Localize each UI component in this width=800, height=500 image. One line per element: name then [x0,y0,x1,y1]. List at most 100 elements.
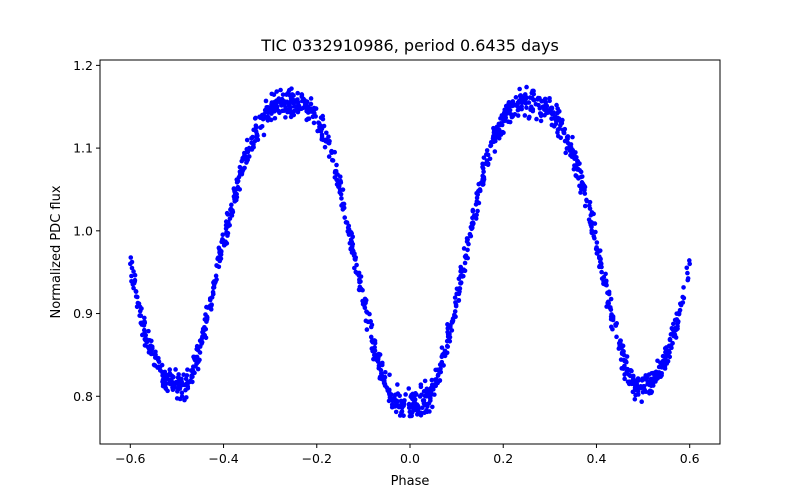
data-point [524,105,529,110]
data-point [653,370,659,376]
data-point [375,357,381,362]
data-point [481,169,486,175]
data-point [453,300,458,305]
data-point [461,246,467,251]
data-point [395,382,400,387]
data-point [213,279,218,285]
data-point [135,300,141,306]
data-point [320,113,326,119]
data-point [578,169,584,175]
data-point [522,92,528,97]
data-point [613,322,618,327]
data-point [216,245,222,251]
data-point [474,212,479,218]
data-point [294,107,299,112]
data-point [465,247,470,253]
data-point [622,376,627,382]
data-point [295,99,301,105]
data-point [228,208,234,213]
data-point [356,273,362,278]
data-point [467,231,473,237]
data-point [516,100,521,106]
data-point [582,203,588,209]
data-point [255,137,261,143]
data-point [457,289,462,294]
data-point [421,401,427,406]
data-point [509,114,515,120]
x-tick-label: 0.2 [493,451,513,466]
data-point [480,164,485,170]
data-point [422,378,428,384]
data-point [129,265,135,271]
data-point [345,229,351,235]
data-point [569,151,575,156]
data-point [519,100,525,106]
y-tick-label: 0.9 [73,306,93,321]
data-point [261,132,267,138]
data-point [306,116,312,121]
data-point [408,394,414,400]
data-point [432,392,437,397]
data-point [182,382,187,388]
data-point [214,263,219,268]
data-point [549,116,554,121]
data-point [129,259,135,265]
data-point [453,303,459,309]
data-point [484,148,490,153]
data-point [480,176,486,182]
data-point [326,134,331,140]
data-point [555,118,560,123]
data-point [220,232,226,238]
data-point [499,122,505,128]
data-point [581,187,587,192]
data-point [603,280,609,286]
data-point [360,301,366,307]
data-point [185,385,191,391]
data-point [674,326,680,332]
data-point [133,294,139,299]
data-point [370,346,376,351]
data-point [452,309,458,314]
data-point [308,96,314,101]
data-point [646,380,651,385]
data-point [684,265,690,271]
data-point [352,265,357,271]
data-point [329,157,335,163]
data-point [631,380,637,385]
data-point [643,389,649,395]
data-point [163,385,168,391]
data-point [660,358,666,364]
data-point [339,203,344,208]
data-points [128,84,692,419]
data-point [510,103,515,109]
data-point [313,114,318,119]
data-point [439,354,445,360]
data-point [606,291,612,297]
data-point [513,95,519,100]
data-point [603,271,608,277]
data-point [167,367,173,372]
data-point [242,150,247,156]
data-point [458,273,463,279]
data-point [618,357,624,362]
data-point [582,191,588,196]
data-point [598,256,603,262]
data-point [371,352,377,358]
data-point [183,376,189,382]
data-point [255,133,260,138]
data-point [144,339,150,345]
data-point [302,98,308,103]
data-point [195,357,201,362]
data-point [491,125,496,131]
data-point [152,363,158,368]
data-point [630,389,636,395]
data-point [501,118,507,124]
data-point [608,324,614,330]
data-point [485,162,491,168]
data-point [340,187,346,192]
data-point [218,256,224,261]
data-point [271,92,277,97]
data-point [575,167,580,172]
data-point [156,364,162,369]
data-point [353,269,359,275]
